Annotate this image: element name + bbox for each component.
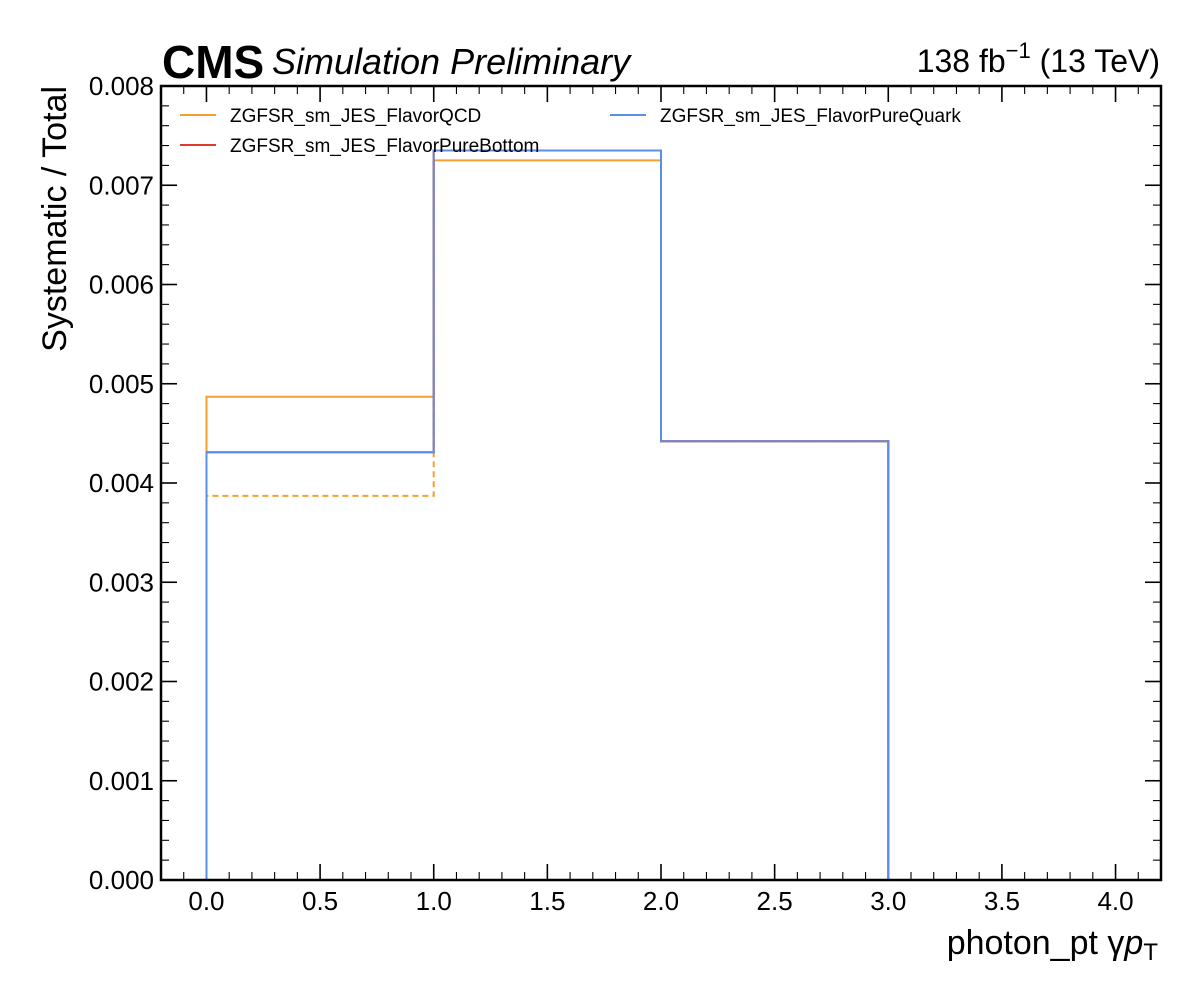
y-tick-label: 0.001 (89, 766, 154, 796)
series-step-flavorqcd-0 (205, 159, 890, 880)
x-tick-label: 0.5 (302, 886, 338, 916)
legend: ZGFSR_sm_JES_FlavorQCD ZGFSR_sm_JES_Flavo… (180, 106, 961, 157)
x-axis-title-sub: T (1143, 939, 1158, 966)
x-tick-label: 0.0 (188, 886, 224, 916)
y-tick-label: 0.006 (89, 270, 154, 300)
y-tick-label: 0.003 (89, 567, 154, 597)
series-step-flavorqcd-dashed-1 (205, 149, 890, 880)
legend-label: ZGFSR_sm_JES_FlavorPureQuark (660, 106, 961, 127)
x-tick-label: 2.0 (643, 886, 679, 916)
series-step-flavorpurebottom-2 (205, 149, 890, 880)
x-tick-label: 3.0 (870, 886, 906, 916)
y-axis-title: Systematic / Total (36, 86, 74, 352)
legend-label: ZGFSR_sm_JES_FlavorPureBottom (230, 136, 539, 157)
series-layer (205, 149, 890, 880)
plot-frame (159, 84, 1163, 882)
legend-label: ZGFSR_sm_JES_FlavorQCD (230, 106, 481, 127)
experiment-label: CMS (162, 36, 264, 88)
y-tick-label: 0.004 (89, 468, 154, 498)
x-tick-label: 1.0 (416, 886, 452, 916)
x-axis-title-p: p (1123, 924, 1143, 962)
y-tick-label: 0.000 (89, 865, 154, 895)
y-tick-label: 0.005 (89, 369, 154, 399)
x-axis-title: photon_pt γpT (947, 924, 1159, 966)
x-tick-label: 3.5 (984, 886, 1020, 916)
x-tick-label: 4.0 (1097, 886, 1133, 916)
series-step-flavorpurequark-3 (205, 149, 890, 880)
energy-label: (13 TeV) (1040, 43, 1160, 79)
y-tick-label: 0.008 (89, 71, 154, 101)
x-axis-title-gap (1098, 924, 1107, 962)
x-tick-label: 1.5 (529, 886, 565, 916)
x-axis-title-symbol: γ (1107, 924, 1124, 962)
lumi-value: 138 fb (917, 43, 1006, 79)
y-tick-label: 0.002 (89, 667, 154, 697)
lumi-space (1031, 43, 1040, 79)
luminosity-label: 138 fb−1 (13 TeV) (917, 38, 1160, 79)
y-tick-label: 0.007 (89, 170, 154, 200)
x-tick-label: 2.5 (757, 886, 793, 916)
status-label: Simulation Preliminary (272, 41, 632, 82)
axis-tick-labels: 0.0 0.5 1.0 1.5 2.0 2.5 3.0 3.5 4.0 0.000 0.001 0.0… (89, 71, 1134, 916)
x-axis-title-main: photon_pt (947, 924, 1099, 962)
lumi-exponent: −1 (1006, 38, 1031, 63)
